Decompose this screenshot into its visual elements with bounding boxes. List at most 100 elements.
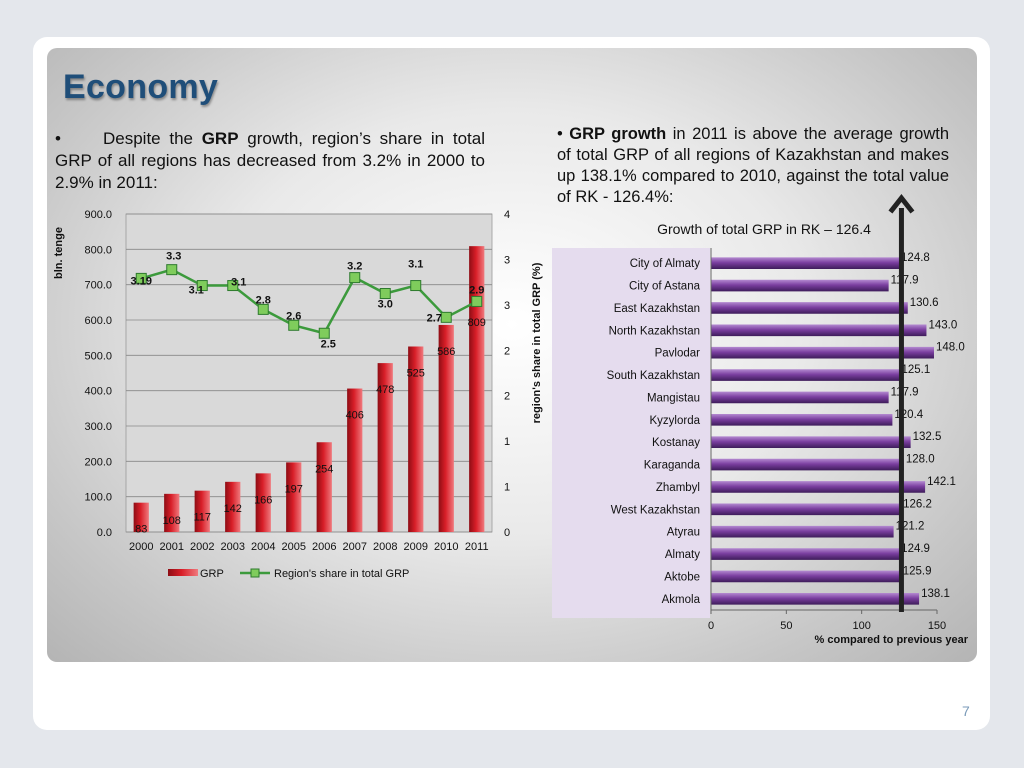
region-label: Zhambyl <box>656 482 700 494</box>
share-marker <box>288 319 300 331</box>
x-tick-label: 2009 <box>404 541 428 553</box>
plot-area <box>125 213 493 533</box>
grp-bar <box>377 363 393 532</box>
region-label: City of Almaty <box>630 258 701 270</box>
right-paragraph: • GRP growth in 2011 is above the averag… <box>557 124 949 208</box>
grp-bar-label: 254 <box>315 463 333 475</box>
region-label: West Kazakhstan <box>611 504 700 516</box>
share-label: 2.7 <box>427 312 442 324</box>
left-paragraph: • Despite the GRP growth, region’s share … <box>55 128 485 194</box>
region-label: Mangistau <box>647 392 700 404</box>
share-marker <box>440 311 452 323</box>
growth-value-label: 117.9 <box>891 275 919 287</box>
share-label: 2.9 <box>469 284 484 296</box>
category-panel <box>552 248 710 618</box>
share-label: 3.0 <box>378 299 393 311</box>
grp-bar-label: 809 <box>468 317 486 329</box>
x-tick-label: 50 <box>780 620 792 632</box>
growth-value-label: 117.9 <box>891 386 919 398</box>
region-label: Karaganda <box>644 460 701 472</box>
grp-bar-label: 83 <box>135 524 147 536</box>
page-number: 7 <box>962 703 970 719</box>
grp-bar-label: 142 <box>224 503 242 515</box>
x-tick-label: 2002 <box>190 541 214 553</box>
share-marker <box>196 280 208 292</box>
share-label: 2.6 <box>286 310 301 322</box>
y-tick-label: 0.0 <box>97 527 112 539</box>
growth-value-label: 138.1 <box>921 588 950 600</box>
share-marker <box>410 280 422 292</box>
grp-bar-label: 525 <box>407 368 425 380</box>
growth-value-label: 128.0 <box>906 454 935 466</box>
grp-bar <box>438 324 454 532</box>
y2-tick-label: 4 <box>504 209 510 221</box>
growth-bar <box>711 592 920 605</box>
x-tick-label: 2006 <box>312 541 336 553</box>
share-label: 3.1 <box>231 277 246 289</box>
y2-tick-label: 3 <box>504 254 510 266</box>
x-tick-label: 100 <box>852 620 870 632</box>
grp-bar <box>225 481 241 532</box>
growth-bar <box>711 302 908 314</box>
x-tick-label: 0 <box>708 620 714 632</box>
share-marker <box>135 272 147 284</box>
grp-bar-label: 478 <box>376 384 394 396</box>
x-axis-label: % compared to previous year <box>815 634 969 646</box>
grp-bar <box>133 502 149 532</box>
grp-bar <box>469 246 485 533</box>
left-text-part1: Despite the <box>103 129 202 148</box>
y2-tick-label: 3 <box>504 300 510 312</box>
y-tick-label: 700.0 <box>84 280 112 292</box>
right-text-part2: in 2011 is above the average growth of t… <box>557 125 950 206</box>
grp-bar <box>164 493 180 532</box>
growth-value-label: 120.4 <box>894 409 923 421</box>
y-tick-label: 500.0 <box>84 350 112 362</box>
grp-bar-label: 166 <box>254 494 272 506</box>
grp-bar <box>408 346 424 532</box>
share-label: 3.2 <box>347 261 362 273</box>
growth-value-label: 130.6 <box>910 297 939 309</box>
x-tick-label: 2005 <box>282 541 306 553</box>
x-tick-label: 2007 <box>343 541 367 553</box>
share-marker <box>227 280 239 292</box>
slide-title: Economy <box>63 68 219 106</box>
growth-bar <box>711 548 900 560</box>
x-tick-label: 150 <box>928 620 946 632</box>
reference-arrow-head <box>888 193 915 214</box>
grp-bar-label: 197 <box>285 483 303 495</box>
region-label: Almaty <box>665 549 700 561</box>
growth-value-label: 142.1 <box>927 476 956 488</box>
growth-bar <box>711 436 911 449</box>
region-label: South Kazakhstan <box>607 370 700 382</box>
region-label: Pavlodar <box>655 348 701 360</box>
x-tick-label: 2010 <box>434 541 458 553</box>
grp-bar <box>255 473 271 532</box>
legend-grp-label: GRP <box>200 568 224 580</box>
grp-bar <box>286 462 302 532</box>
grp-bar-label: 108 <box>163 515 181 527</box>
region-label: North Kazakhstan <box>609 325 700 337</box>
growth-bar <box>711 324 927 337</box>
growth-bar <box>711 570 901 583</box>
grp-growth-bar-chart: Growth of total GRP in RK – 126.4 City of… <box>552 193 969 646</box>
y2-tick-label: 1 <box>504 482 510 494</box>
share-marker <box>318 327 330 339</box>
y2-tick-label: 1 <box>504 436 510 448</box>
growth-bar <box>711 525 894 538</box>
grp-bar <box>194 490 210 532</box>
region-label: Kyzylorda <box>650 415 701 427</box>
share-label: 3.1 <box>408 259 423 271</box>
grp-bar <box>347 388 363 532</box>
growth-bar <box>711 413 893 426</box>
growth-value-label: 148.0 <box>936 342 965 354</box>
growth-bar <box>711 346 934 359</box>
y2-tick-label: 0 <box>504 527 510 539</box>
growth-bar <box>711 279 889 292</box>
growth-value-label: 143.0 <box>928 319 957 331</box>
y2-axis-label: region's share in total GRP (%) <box>531 262 543 423</box>
region-label: Akmola <box>662 594 701 606</box>
grp-combo-chart: 0.0 100.0 200.0 300.0 400.0 500.0 600.0 700.0 80… <box>53 209 543 580</box>
growth-value-label: 124.9 <box>901 543 930 555</box>
share-label: 3.1 <box>189 285 204 297</box>
grp-bar-label: 117 <box>193 512 211 524</box>
